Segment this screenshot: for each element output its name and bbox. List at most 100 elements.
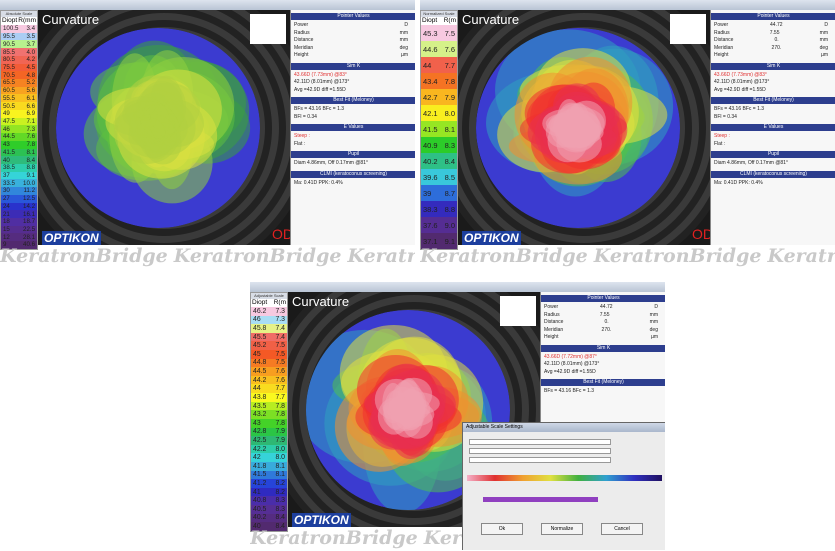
scale-cell: 8.4 (444, 156, 455, 166)
info-text: mm (399, 37, 408, 43)
info-text: Power (544, 304, 559, 310)
info-text: D (404, 22, 408, 28)
info-text: mm (819, 29, 828, 36)
scale-row: 39.6 8.5 (421, 169, 457, 185)
scale-cell: 3.4 (26, 25, 35, 33)
scale-row: 42.8 7.9 (251, 427, 287, 437)
info-box (250, 14, 286, 44)
scale-row: 90.5 3.7 (1, 40, 37, 49)
button[interactable]: Cancel (601, 523, 643, 535)
info-text: Diam 4.86mm, Off 0.17mm @81° (714, 160, 788, 166)
info-row: Meridian deg (291, 45, 415, 53)
info-box (500, 296, 536, 326)
scale-header: Diopt R(m (251, 299, 287, 307)
slider (469, 457, 611, 463)
scale-cell: 27 (3, 195, 10, 203)
scale-cell: 8.1 (275, 471, 285, 479)
scale-row: 42 8.0 (251, 453, 287, 462)
scale-cell: 43.2 (253, 411, 267, 419)
scale-row: 27 12.5 (1, 194, 37, 203)
section-header: Pupil (291, 151, 415, 158)
scale-header-cell: Diopt (2, 17, 18, 24)
scale-row: 80.5 4.2 (1, 55, 37, 64)
color-scale: Absolute Scale Diopt R(mm 100.5 3.4 95.5 3.5 90… (0, 10, 38, 250)
scale-row: 40 8.4 (251, 522, 287, 531)
scale-row: 9 40.6 (1, 241, 37, 249)
scale-cell: 50.5 (3, 102, 15, 110)
brand: OPTIKON (42, 231, 101, 245)
scale-row: 100.5 3.4 (1, 25, 37, 33)
scale-row: 47.5 7.1 (1, 117, 37, 126)
scale-cell: 12.5 (23, 195, 35, 203)
section-header: Best Fit (Meloney) (291, 97, 415, 104)
section-header: Sim K (541, 344, 665, 352)
scale-row: 41.5 8.1 (421, 121, 457, 137)
info-text: D (654, 304, 658, 310)
scale-cell: 45.2 (253, 342, 267, 350)
scale-row: 60.5 5.6 (1, 86, 37, 95)
scale-row: 45.5 7.4 (251, 332, 287, 342)
scale-cell: 49 (3, 110, 10, 118)
info-text: Meridian (294, 44, 314, 51)
info-row: Meridian 270. deg (711, 45, 835, 53)
scale-cell: 8.4 (275, 514, 285, 522)
info-text: Height (294, 52, 309, 58)
dialog: Adjustable Scale Settings Ok Normalize Canc… (462, 422, 665, 550)
scale-cell: 90.5 (3, 40, 15, 48)
section-header: E Values (291, 124, 415, 131)
info-text: 42.11D (8.01mm) @173° (294, 79, 350, 85)
watermark: KeratronBridge (767, 245, 835, 267)
scale-row: 44.8 7.5 (251, 358, 287, 368)
scale-cell: 40 (253, 523, 261, 531)
scale-cell: 8.3 (444, 140, 455, 150)
slider (469, 448, 611, 454)
curvature-zone (390, 397, 426, 422)
scale-row: 33.5 10.0 (1, 179, 37, 188)
info-text: Power (714, 22, 729, 28)
watermark-row: KeratronBridgeKeratronBridgeKeratronBrid… (420, 245, 835, 268)
scale-cell: 7.6 (26, 133, 35, 141)
watermark: KeratronBridge (0, 245, 168, 267)
scale-row: 40 8.4 (1, 156, 37, 164)
scale-row: 24 14.2 (1, 202, 37, 211)
scale-row: 43.5 7.8 (251, 401, 287, 411)
scale-cell: 37.6 (423, 220, 438, 230)
scale-cell: 7.4 (275, 325, 285, 333)
info-row: 42.11D (8.01mm) @173° (711, 79, 835, 87)
scale-cell: 65.5 (3, 79, 15, 87)
info-text: Avg =42.9D diff =1.55D (544, 368, 596, 375)
title-bar (420, 0, 835, 10)
section-header: Best Fit (Meloney) (711, 97, 835, 104)
scale-cell: 7.8 (275, 419, 285, 427)
scale-cell: 9.0 (444, 220, 455, 230)
button[interactable]: Ok (481, 523, 523, 535)
scale-cell: 8.4 (275, 523, 285, 531)
info-row: Distance 0. mm (541, 319, 665, 327)
scale-cell: 44 (423, 60, 432, 70)
scale-cell: 40.2 (253, 514, 267, 522)
scale-row: 75.5 4.5 (1, 63, 37, 72)
scale-cell: 5.2 (26, 79, 35, 87)
title-bar (250, 282, 665, 292)
scale-row: 44 7.7 (421, 57, 457, 73)
scale-cell: 95.5 (3, 33, 15, 41)
button[interactable]: Normalize (541, 523, 583, 535)
scale-header-cell: R(m (273, 299, 286, 306)
info-text: mm (649, 311, 658, 318)
scale-row: 45.3 7.5 (421, 25, 457, 41)
info-text: 42.11D (8.01mm) @173° (544, 361, 600, 367)
scale-cell: 44.6 (423, 44, 438, 54)
info-text: Radius (544, 311, 560, 318)
scale-cell: 44.8 (253, 359, 267, 367)
info-row: BFs = 43.16 BFc = 1.3 (711, 106, 835, 114)
info-text: Distance (714, 37, 734, 43)
scale-cell: 42.8 (253, 428, 267, 436)
scale-cell: 44 (253, 385, 261, 393)
watermark: KeratronBridge (250, 527, 418, 549)
scale-cell: 4.2 (26, 56, 35, 64)
scale-cell: 41 (253, 488, 261, 496)
info-text: µm (820, 52, 828, 58)
scale-row: 50.5 6.6 (1, 102, 37, 110)
scale-cell: 45.8 (253, 325, 267, 333)
